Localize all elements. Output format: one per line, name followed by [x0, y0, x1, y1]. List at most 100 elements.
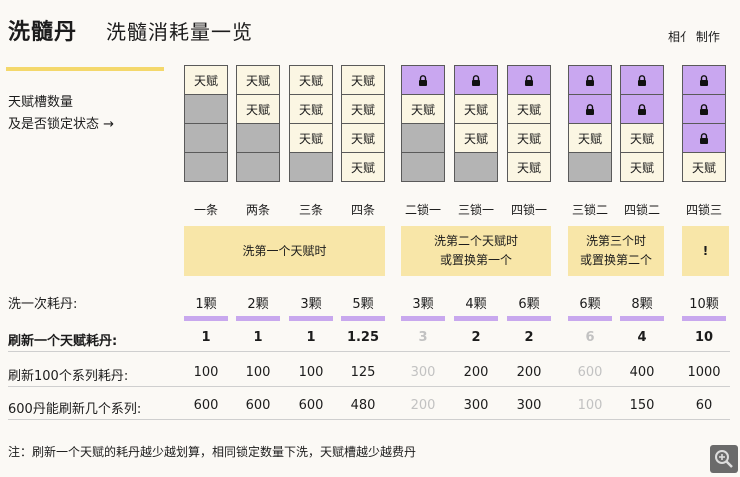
column-name: 三条: [298, 203, 323, 217]
table-cell: 100: [298, 365, 324, 380]
table-cell: 10颗: [689, 297, 719, 312]
row-underline: [620, 316, 664, 321]
table-cell: 100: [193, 365, 219, 380]
band-text: 洗第二个天赋时: [433, 234, 518, 248]
locked-slot: [682, 123, 726, 153]
table-cell: 2: [524, 330, 534, 345]
table-cell: 6颗: [579, 297, 601, 312]
locked-slot: [682, 65, 726, 95]
talent-slot: 天赋: [620, 152, 664, 182]
column-name: 一条: [193, 203, 218, 217]
talent-slot: 天赋: [507, 94, 551, 124]
talent-slot: 天赋: [341, 152, 385, 182]
row-divider: [8, 351, 730, 352]
talent-slot: 天赋: [236, 65, 280, 95]
row-label: 刷新100个系列耗丹:: [8, 369, 129, 384]
locked-slot: [568, 94, 612, 124]
row-label: 刷新一个天赋耗丹:: [8, 334, 118, 349]
locked-slot: [507, 65, 551, 95]
band-text: 洗第三个时: [585, 234, 646, 248]
column-name: 四条: [350, 203, 375, 217]
table-cell: 300: [516, 398, 542, 413]
slot-column: 天赋 天赋 天赋: [289, 65, 333, 182]
table-cell: 1: [253, 330, 263, 345]
table-cell: 10: [694, 330, 714, 345]
lock-icon: [637, 74, 647, 86]
slot-column: 天赋 天赋 天赋: [507, 65, 551, 182]
table-cell: 3颗: [300, 297, 322, 312]
table-cell: 2: [471, 330, 481, 345]
footnote: 注：刷新一个天赋的耗丹越少越划算，相同锁定数量下洗，天赋槽越少越费丹: [8, 445, 417, 459]
lock-icon: [637, 103, 647, 115]
page-title: 洗髓丹: [8, 20, 78, 45]
band-text: 洗第一个天赋时: [242, 243, 327, 258]
slot-column: 天赋: [184, 65, 228, 182]
talent-slot: 天赋: [401, 94, 445, 124]
table-cell: 200: [410, 398, 436, 413]
stage-band: 洗第一个天赋时: [184, 226, 385, 276]
column-name: 三锁一: [457, 203, 494, 217]
talent-slot: 天赋: [682, 152, 726, 182]
slot-column: 天赋: [682, 65, 726, 182]
table-cell: 3颗: [412, 297, 434, 312]
table-cell: 100: [577, 398, 603, 413]
talent-slot: 天赋: [454, 123, 498, 153]
empty-slot: [568, 152, 612, 182]
locked-slot: [454, 65, 498, 95]
table-cell: 1: [201, 330, 211, 345]
talent-slot: 天赋: [236, 94, 280, 124]
zoom-icon[interactable]: [710, 445, 738, 473]
row-label: 600丹能刷新几个系列:: [8, 402, 142, 417]
talent-slot: 天赋: [507, 152, 551, 182]
table-cell: 60: [695, 398, 713, 413]
lock-icon: [585, 74, 595, 86]
table-cell: 1颗: [195, 297, 217, 312]
lock-icon: [699, 132, 709, 144]
empty-slot: [454, 152, 498, 182]
talent-slot: 天赋: [620, 123, 664, 153]
table-cell: 600: [298, 398, 324, 413]
locked-slot: [620, 65, 664, 95]
talent-slot: 天赋: [289, 94, 333, 124]
table-cell: 4: [637, 330, 647, 345]
locked-slot: [401, 65, 445, 95]
empty-slot: [401, 152, 445, 182]
row-underline: [568, 316, 612, 321]
table-cell: 600: [577, 365, 603, 380]
column-name: 两条: [245, 203, 270, 217]
empty-slot: [236, 123, 280, 153]
talent-slot: 天赋: [341, 65, 385, 95]
talent-slot: 天赋: [568, 123, 612, 153]
table-cell: 125: [350, 365, 376, 380]
stage-band: 洗第二个天赋时 或置换第一个: [401, 226, 551, 276]
row-underline: [507, 316, 551, 321]
slot-column: 天赋: [568, 65, 612, 182]
talent-slot: 天赋: [289, 123, 333, 153]
empty-slot: [401, 123, 445, 153]
row-underline: [341, 316, 385, 321]
talent-slot: 天赋: [289, 65, 333, 95]
talent-slot: 天赋: [184, 65, 228, 95]
table-cell: 8颗: [631, 297, 653, 312]
table-cell: 600: [193, 398, 219, 413]
table-cell: 150: [629, 398, 655, 413]
talent-slot: 天赋: [341, 94, 385, 124]
table-cell: 2颗: [247, 297, 269, 312]
slot-column: 天赋: [401, 65, 445, 182]
lock-icon: [524, 74, 534, 86]
locked-slot: [620, 94, 664, 124]
empty-slot: [289, 152, 333, 182]
table-cell: 300: [463, 398, 489, 413]
lock-icon: [418, 74, 428, 86]
column-name: 四锁一: [510, 203, 547, 217]
table-cell: 100: [245, 365, 271, 380]
row-underline: [682, 316, 726, 321]
column-name: 四锁二: [623, 203, 660, 217]
slot-column: 天赋 天赋: [236, 65, 280, 182]
slot-column: 天赋 天赋: [620, 65, 664, 182]
empty-slot: [236, 152, 280, 182]
talent-slot: 天赋: [341, 123, 385, 153]
band-text: !: [702, 243, 709, 258]
band-text: 或置换第二个: [579, 253, 652, 267]
row-divider: [8, 386, 730, 387]
